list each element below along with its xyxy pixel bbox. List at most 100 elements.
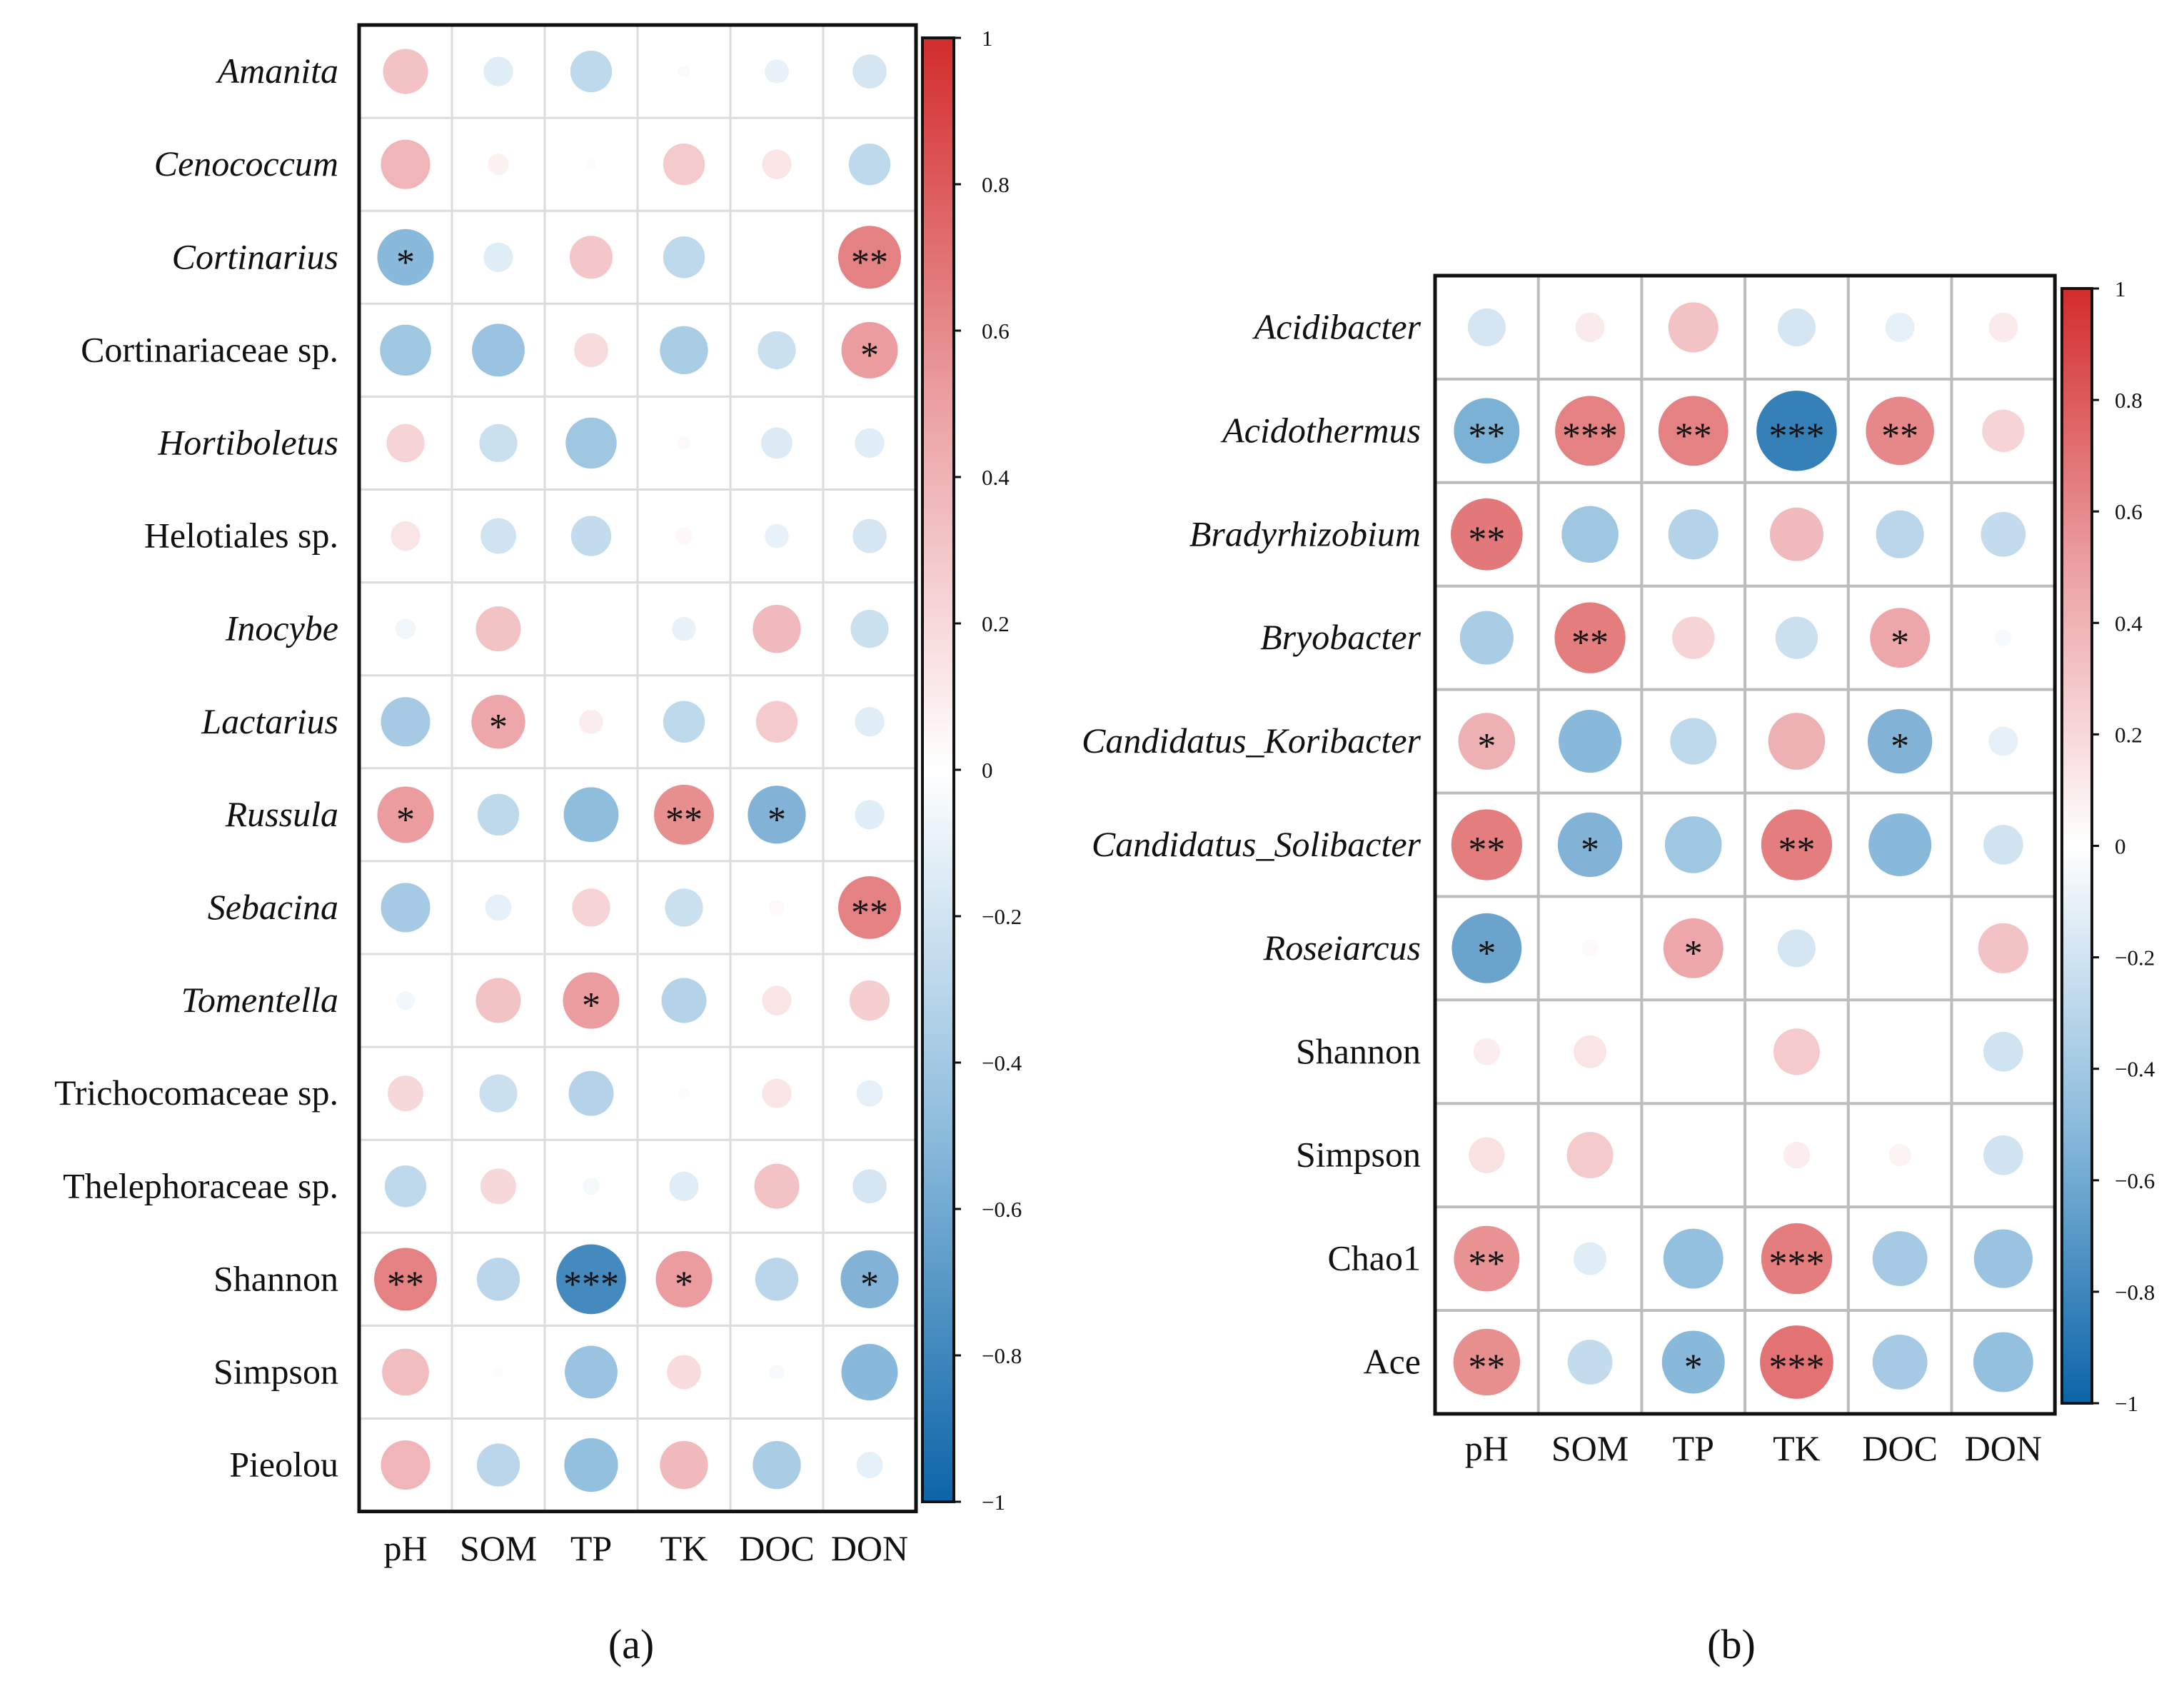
- correlation-circle: [850, 610, 889, 648]
- correlation-circle: [1872, 1335, 1928, 1390]
- row-label: Simpson: [1296, 1135, 1421, 1175]
- significance-stars: *: [860, 335, 879, 376]
- row-label: Cortinariaceae sp.: [81, 329, 338, 369]
- plot-frame: [357, 23, 918, 1514]
- correlation-circle: [381, 883, 431, 933]
- column-label: DOC: [739, 1528, 815, 1568]
- plot-frame: [1433, 274, 2057, 1416]
- colorbar-tick-label: −0.8: [982, 1343, 1022, 1368]
- row-label: Bryobacter: [1260, 617, 1421, 657]
- significance-stars: ***: [1768, 1347, 1824, 1388]
- correlation-circle: [472, 323, 525, 377]
- correlation-circle: [1983, 1031, 2023, 1072]
- row-label: Inocybe: [225, 608, 338, 648]
- correlation-circle: [1451, 913, 1522, 983]
- correlation-circle: [773, 253, 781, 261]
- row-label: Shannon: [213, 1258, 338, 1298]
- significance-stars: **: [665, 800, 703, 841]
- correlation-circle: [377, 786, 434, 843]
- colorbar-tick-label: −0.2: [2115, 945, 2155, 970]
- correlation-circle: [1668, 302, 1718, 353]
- correlation-circle: [840, 1250, 899, 1308]
- row-label: Pieolou: [229, 1445, 338, 1485]
- row-label: Cortinarius: [172, 236, 338, 276]
- correlation-circle: [568, 1070, 614, 1116]
- correlation-circle: [769, 900, 785, 915]
- correlation-circle: [386, 423, 425, 463]
- correlation-circle: [480, 518, 516, 554]
- significance-stars: *: [768, 800, 786, 841]
- significance-stars: *: [1477, 933, 1496, 974]
- correlation-circle: [382, 1348, 429, 1396]
- correlation-circle: [565, 1345, 618, 1399]
- correlation-circle: [480, 1168, 516, 1205]
- correlation-circle: [381, 697, 431, 747]
- correlation-circle: [660, 1440, 708, 1490]
- correlation-circle: [841, 1343, 898, 1400]
- significance-stars: *: [1684, 1347, 1703, 1388]
- correlation-circle: [1988, 726, 2018, 756]
- correlation-circle: [755, 1258, 799, 1301]
- correlation-circle: [852, 54, 887, 89]
- correlation-circle: [753, 1440, 801, 1490]
- correlation-circle: [381, 139, 431, 189]
- correlation-circle: [1692, 1154, 1694, 1156]
- correlation-circle: [1888, 1143, 1911, 1167]
- row-label: Acidothermus: [1220, 410, 1421, 450]
- correlation-circle: [758, 331, 796, 369]
- row-label: Thelephoraceae sp.: [63, 1165, 338, 1205]
- correlation-circle: [665, 888, 703, 927]
- correlation-circle: [1469, 1137, 1505, 1173]
- correlation-circle: [660, 326, 708, 375]
- row-label: Trichocomaceae sp.: [54, 1073, 338, 1113]
- significance-stars: *: [1891, 726, 1909, 767]
- correlation-circle: [1451, 809, 1522, 880]
- correlation-circle: [1672, 616, 1715, 659]
- correlation-circle: [677, 64, 691, 79]
- correlation-circle: [1451, 498, 1523, 571]
- row-label: Roseiarcus: [1263, 928, 1421, 968]
- correlation-circle: [487, 154, 510, 176]
- correlation-circle: [1756, 391, 1837, 471]
- significance-stars: *: [396, 800, 415, 841]
- colorbar-tick-label: −1: [982, 1490, 1005, 1515]
- correlation-circle: [570, 516, 612, 556]
- correlation-circle: [556, 1244, 626, 1315]
- correlation-circle: [1973, 1332, 2033, 1393]
- correlation-circle: [1768, 713, 1826, 770]
- row-label: Amanita: [216, 51, 338, 91]
- correlation-circle: [493, 1366, 504, 1378]
- row-label: Simpson: [213, 1351, 338, 1391]
- correlation-circle: [849, 980, 890, 1021]
- significance-stars: ***: [1562, 416, 1618, 456]
- colorbar: [2060, 287, 2093, 1405]
- correlation-circle: [1663, 1228, 1723, 1289]
- correlation-circle: [1467, 308, 1506, 346]
- column-label: DON: [1965, 1428, 2042, 1468]
- row-label: Bradyrhizobium: [1189, 513, 1421, 553]
- correlation-circle: [663, 701, 705, 743]
- significance-stars: ***: [563, 1264, 619, 1305]
- correlation-circle: [762, 149, 792, 179]
- correlation-circle: [570, 50, 613, 93]
- correlation-circle: [1876, 510, 1924, 558]
- significance-stars: **: [851, 893, 888, 933]
- correlation-circle: [852, 1169, 887, 1204]
- correlation-circle: [1658, 396, 1728, 466]
- correlation-circle: [1555, 396, 1625, 466]
- correlation-circle: [587, 625, 595, 633]
- correlation-circle: [565, 417, 617, 469]
- correlation-circle: [1899, 947, 1901, 949]
- column-label: SOM: [1551, 1428, 1629, 1468]
- correlation-circle: [1777, 929, 1816, 968]
- correlation-circle: [1896, 1047, 1905, 1056]
- correlation-circle: [663, 143, 705, 186]
- panel-label: (b): [1707, 1621, 1756, 1667]
- correlation-circle: [753, 604, 801, 653]
- correlation-circle: [1867, 708, 1933, 774]
- significance-stars: *: [396, 242, 415, 283]
- correlation-circle: [841, 321, 898, 378]
- significance-stars: *: [675, 1264, 693, 1305]
- colorbar-tick-label: 1: [982, 26, 993, 51]
